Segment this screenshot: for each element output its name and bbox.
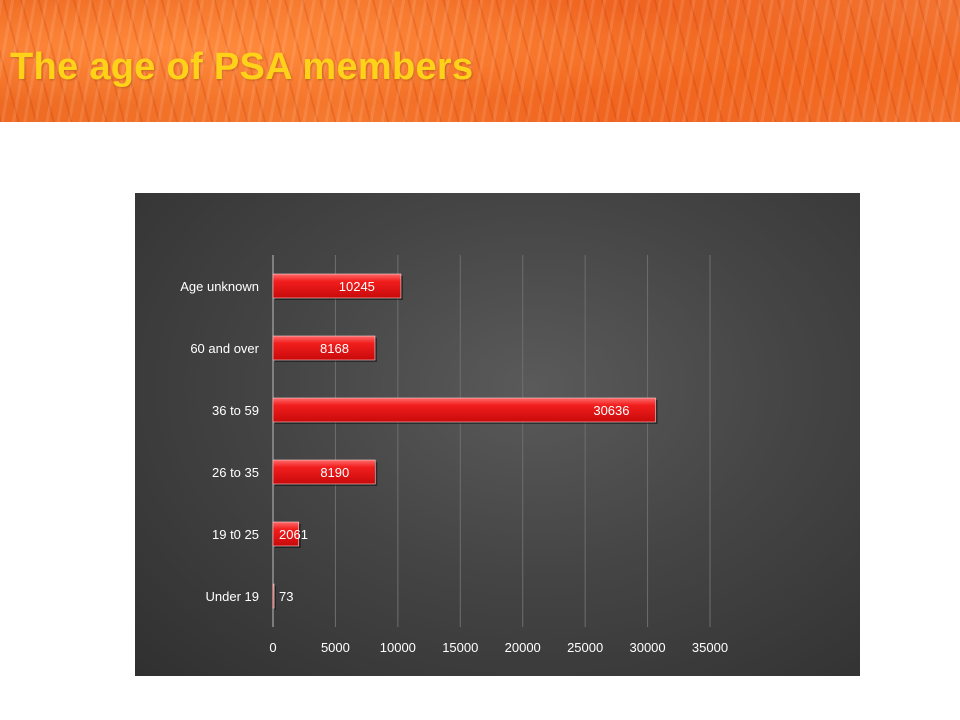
data-label: 8168	[320, 341, 349, 356]
bar	[272, 397, 656, 423]
bar	[272, 273, 402, 299]
gridlines	[272, 255, 711, 627]
bar-group	[272, 335, 377, 362]
bar	[272, 459, 376, 485]
category-label: 19 t0 25	[212, 527, 259, 542]
bar-group	[272, 583, 276, 610]
slide-title: The age of PSA members	[10, 46, 474, 88]
x-tick-label: 20000	[505, 640, 541, 655]
bar-shadow	[275, 586, 276, 610]
x-tick-label: 0	[269, 640, 276, 655]
data-label: 2061	[279, 527, 308, 542]
x-tick-label: 35000	[692, 640, 728, 655]
data-label: 73	[279, 589, 293, 604]
x-tick-label: 15000	[442, 640, 478, 655]
bar-chart: 0 5000 10000 15000 20000 25000 30000 35000 Under…	[180, 255, 728, 655]
category-label: 36 to 59	[212, 403, 259, 418]
category-label: 26 to 35	[212, 465, 259, 480]
bar	[272, 335, 376, 361]
bar	[272, 521, 300, 547]
bar-group	[272, 521, 301, 548]
bar	[272, 583, 275, 609]
x-tick-label: 25000	[567, 640, 603, 655]
data-label: 8190	[320, 465, 349, 480]
category-label: Under 19	[206, 589, 259, 604]
bar-group	[272, 273, 403, 300]
x-tick-label: 10000	[380, 640, 416, 655]
x-tick-label: 5000	[321, 640, 350, 655]
category-label: Age unknown	[180, 279, 259, 294]
bars	[272, 273, 658, 610]
bar-group	[272, 397, 658, 424]
title-banner: The age of PSA members	[0, 0, 960, 122]
labels: 0 5000 10000 15000 20000 25000 30000 35000 Under…	[180, 279, 728, 655]
data-label: 30636	[593, 403, 629, 418]
data-label: 10245	[339, 279, 375, 294]
bar-group	[272, 459, 378, 486]
category-label: 60 and over	[190, 341, 259, 356]
chart-area: 0 5000 10000 15000 20000 25000 30000 35000 Under…	[135, 193, 860, 676]
x-tick-label: 30000	[629, 640, 665, 655]
